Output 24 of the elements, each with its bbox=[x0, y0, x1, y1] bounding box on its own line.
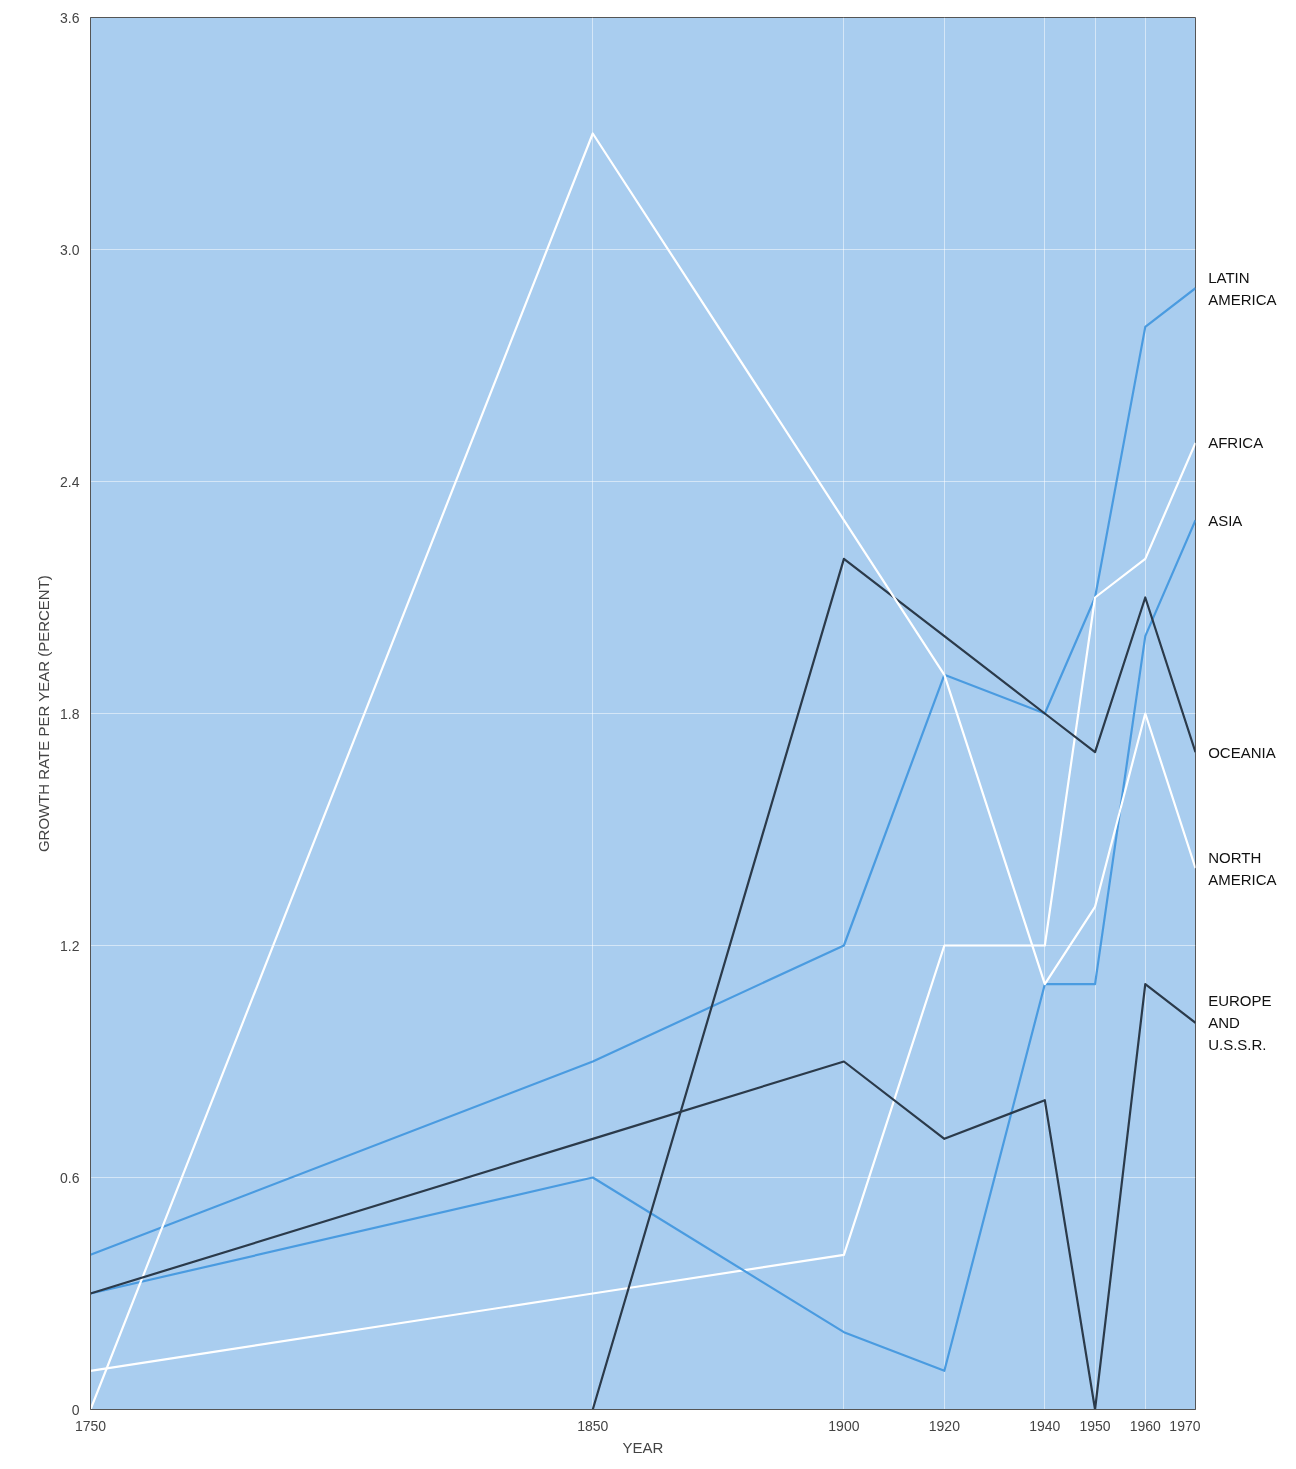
series-label: ASIA bbox=[1208, 511, 1243, 529]
line-series bbox=[90, 287, 1196, 1256]
x-tick-label: 1920 bbox=[928, 1417, 961, 1434]
series-label: OCEANIA bbox=[1208, 743, 1276, 761]
y-tick-label: 0 bbox=[71, 1401, 80, 1418]
x-tick-label: 1960 bbox=[1129, 1417, 1162, 1434]
x-tick-label: 1750 bbox=[74, 1417, 107, 1434]
y-tick-label: 3.0 bbox=[60, 241, 80, 258]
series-label: LATIN AMERICA bbox=[1208, 268, 1277, 308]
y-tick-label: 2.4 bbox=[60, 473, 80, 490]
x-tick-label: 1940 bbox=[1029, 1417, 1061, 1434]
x-axis-title: YEAR bbox=[622, 1438, 664, 1456]
y-tick-label: 1.8 bbox=[60, 705, 80, 722]
series-label: NORTH AMERICA bbox=[1208, 848, 1277, 888]
x-tick-label: 1950 bbox=[1079, 1417, 1111, 1434]
series-label: EUROPE AND U.S.S.R. bbox=[1208, 992, 1272, 1054]
y-tick-label: 1.2 bbox=[60, 937, 80, 954]
x-tick-label: 1900 bbox=[828, 1417, 860, 1434]
y-tick-label: 3.6 bbox=[60, 9, 80, 26]
y-axis-title: GROWTH RATE PER YEAR (PERCENT) bbox=[35, 575, 53, 853]
y-tick-label: 0.6 bbox=[60, 1169, 80, 1186]
x-tick-label: 1850 bbox=[577, 1417, 609, 1434]
series-label: AFRICA bbox=[1208, 434, 1264, 452]
x-tick-label: 1970 bbox=[1169, 1417, 1201, 1434]
